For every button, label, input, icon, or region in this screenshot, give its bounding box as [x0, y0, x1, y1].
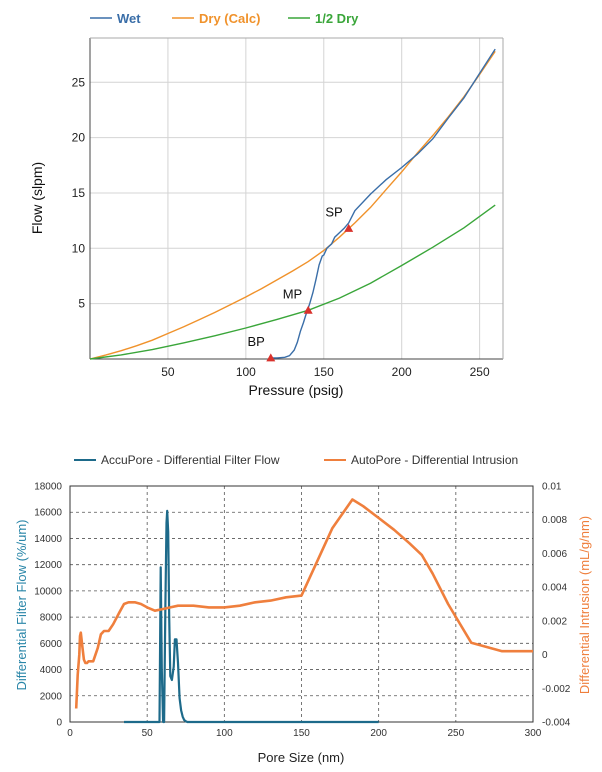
series-line-accupore-differential-filter-flow — [124, 509, 379, 724]
x-tick-label: 150 — [293, 728, 310, 739]
y-tick-label: 8000 — [40, 613, 63, 624]
x-tick-label: 200 — [370, 728, 387, 739]
chart2-legend: AccuPore - Differential Filter Flow AutoP… — [74, 453, 518, 467]
legend-label-autopore-differential-intrusion: AutoPore - Differential Intrusion — [351, 453, 518, 467]
series-line-dry-calc — [89, 50, 496, 360]
x-tick-label: 50 — [142, 728, 154, 739]
chart1-series — [89, 48, 496, 360]
y-tick-label: 14000 — [34, 534, 62, 545]
y-tick-label: 25 — [72, 75, 86, 89]
chart2-x-axis-label: Pore Size (nm) — [258, 750, 345, 765]
marker-bp — [266, 353, 276, 362]
x-tick-label: 100 — [236, 365, 256, 379]
x-tick-label: 150 — [314, 365, 334, 379]
y-tick-label: 2000 — [40, 691, 63, 702]
y2-tick-label: -0.004 — [542, 718, 571, 729]
chart1-grid — [90, 38, 503, 359]
legend-label-accupore-differential-filter-flow: AccuPore - Differential Filter Flow — [101, 453, 280, 467]
marker-label-bp: BP — [247, 334, 264, 349]
marker-sp — [344, 223, 354, 232]
marker-mp — [303, 305, 313, 314]
chart1-legend: Wet Dry (Calc) 1/2 Dry — [90, 11, 359, 26]
chart1-frame — [89, 37, 504, 360]
series-line-1-2-dry — [89, 204, 496, 360]
legend-label-wet: Wet — [117, 11, 141, 26]
chart1-markers: BP MP SP — [247, 204, 354, 362]
series-line-wet — [269, 48, 496, 359]
flow-pressure-chart: Wet Dry (Calc) 1/2 Dry 50 100 150 200 250 5 10 15… — [29, 11, 504, 398]
legend-label-1-2-dry: 1/2 Dry — [315, 11, 359, 26]
y2-tick-label: 0.006 — [542, 549, 567, 560]
y-tick-label: 15 — [72, 186, 86, 200]
y-tick-label: 4000 — [40, 665, 63, 676]
y-tick-label: 10000 — [34, 586, 62, 597]
x-tick-label: 200 — [392, 365, 412, 379]
x-tick-label: 250 — [447, 728, 464, 739]
y-tick-label: 5 — [78, 297, 85, 311]
y-tick-label: 20 — [72, 131, 86, 145]
y-tick-label: 18000 — [34, 482, 62, 493]
y2-tick-label: 0.002 — [542, 616, 567, 627]
chart1-y-axis-label: Flow (slpm) — [29, 162, 45, 234]
chart2-y2-axis-label: Differential Intrusion (mL/g/nm) — [577, 516, 592, 694]
x-tick-label: 0 — [67, 728, 73, 739]
y2-tick-label: 0.004 — [542, 583, 567, 594]
chart2-series — [74, 498, 533, 724]
y2-tick-label: -0.002 — [542, 684, 571, 695]
marker-label-sp: SP — [325, 204, 342, 219]
y-tick-label: 0 — [56, 718, 62, 729]
chart1-tick-labels: 50 100 150 200 250 5 10 15 20 25 — [72, 75, 490, 379]
y-tick-label: 6000 — [40, 639, 63, 650]
marker-label-mp: MP — [283, 286, 303, 301]
chart2-y-axis-label: Differential Filter Flow (%/um) — [14, 520, 29, 691]
x-tick-label: 300 — [525, 728, 542, 739]
y-tick-label: 10 — [72, 241, 86, 255]
y-tick-label: 12000 — [34, 560, 62, 571]
y2-tick-label: 0.008 — [542, 515, 567, 526]
y-tick-label: 16000 — [34, 508, 62, 519]
y2-tick-label: 0 — [542, 650, 548, 661]
series-line-autopore-differential-intrusion — [74, 498, 533, 709]
chart2-tick-labels: 0 50 100 150 200 250 300 0 2000 4000 6000 8000 10000… — [34, 482, 571, 740]
y2-tick-label: 0.01 — [542, 482, 562, 493]
x-tick-label: 100 — [216, 728, 233, 739]
legend-label-dry-calc: Dry (Calc) — [199, 11, 260, 26]
chart1-x-axis-label: Pressure (psig) — [249, 382, 344, 398]
x-tick-label: 50 — [161, 365, 175, 379]
pore-size-chart: AccuPore - Differential Filter Flow AutoP… — [14, 453, 592, 765]
x-tick-label: 250 — [470, 365, 490, 379]
